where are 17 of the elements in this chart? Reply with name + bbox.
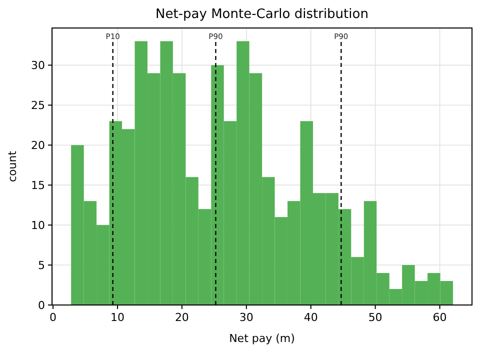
y-tick-label: 0	[38, 299, 45, 312]
y-tick-label: 10	[31, 219, 45, 232]
y-axis-title: count	[6, 150, 19, 182]
x-tick-label: 60	[432, 311, 447, 324]
y-tick-label: 5	[38, 259, 45, 272]
x-tick-label: 50	[368, 311, 382, 324]
x-tick-label: 20	[174, 311, 189, 324]
x-tick-label: 40	[304, 311, 318, 324]
x-tick-label: 30	[239, 311, 254, 324]
y-tick-label: 20	[31, 139, 45, 152]
y-tick-label: 25	[31, 99, 45, 112]
y-tick-label: 15	[31, 179, 45, 192]
y-tick-label: 30	[31, 59, 45, 72]
x-tick-label: 0	[50, 311, 57, 324]
x-axis-title: Net pay (m)	[229, 332, 295, 345]
chart-title: Net-pay Monte-Carlo distribution	[156, 7, 368, 22]
x-tick-label: 10	[110, 311, 124, 324]
